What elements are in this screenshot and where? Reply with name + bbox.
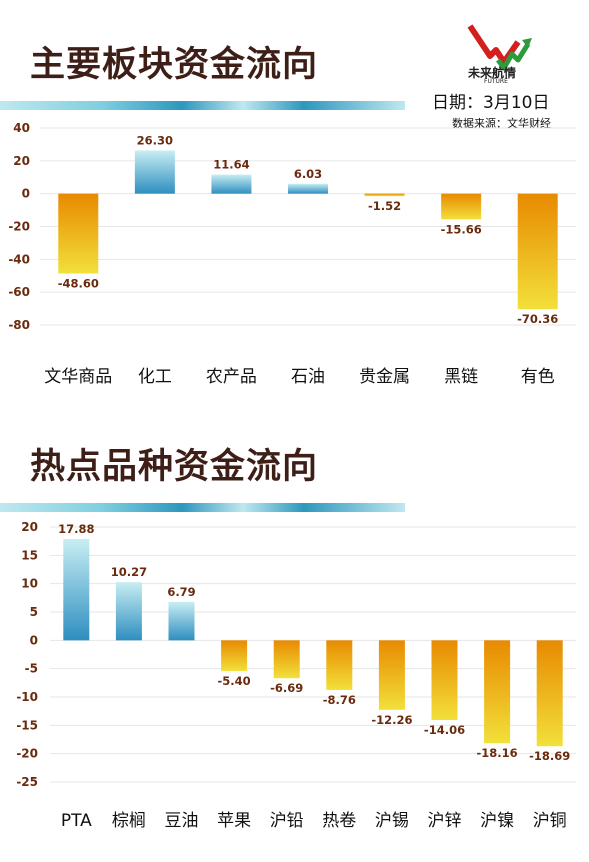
category-label: 农产品 — [206, 367, 257, 387]
chart-title: 主要板块资金流向 — [30, 45, 319, 85]
bar — [221, 640, 248, 671]
logo-arrow-icon — [467, 24, 532, 71]
category-label: 沪铅 — [270, 811, 304, 831]
category-label: 化工 — [138, 367, 172, 387]
category-label: 文华商品 — [44, 367, 112, 387]
category-label: 棕榈 — [112, 811, 146, 831]
title-stripe — [0, 503, 405, 512]
bar — [378, 640, 405, 710]
logo-text: 未来航情 — [468, 66, 517, 80]
y-tick-label: 20 — [13, 154, 30, 168]
category-label: 沪镍 — [480, 811, 514, 831]
date-label: 日期：3月10日 — [432, 93, 550, 113]
y-tick-label: -25 — [16, 775, 38, 789]
y-tick-label: -20 — [8, 220, 30, 234]
bar-value-label: 6.03 — [294, 167, 322, 181]
y-tick-label: -40 — [8, 252, 30, 266]
bar — [326, 640, 353, 690]
category-label: 石油 — [291, 367, 325, 387]
bar-value-label: -5.40 — [218, 674, 251, 688]
variety-bar-chart: 20 15 10 5 0 -5 -10 -15 -20 -25 17.88 PTA 10.27 棕榈 6.7… — [16, 520, 576, 831]
bar — [168, 601, 195, 641]
sector-flow-panel: 主要板块资金流向 未来航情 FUTURE 日期：3月10日 数据来源：文华财经 … — [0, 0, 589, 430]
bar — [134, 150, 175, 194]
chart-title: 热点品种资金流向 — [30, 447, 319, 487]
bar-value-label: -15.66 — [441, 222, 482, 236]
bar-value-label: -18.69 — [529, 749, 570, 763]
hot-variety-flow-panel: 热点品种资金流向 20 15 10 5 0 -5 -10 -15 -20 -25 17.88 PTA 1… — [0, 430, 589, 862]
y-tick-label: -15 — [16, 718, 38, 732]
y-tick-label: -5 — [25, 662, 38, 676]
bar-value-label: -6.69 — [270, 681, 303, 695]
y-tick-label: 10 — [21, 577, 38, 591]
bar — [58, 193, 99, 274]
y-tick-label: 5 — [30, 605, 38, 619]
y-tick-label: -80 — [8, 318, 30, 332]
y-tick-label: 0 — [22, 187, 30, 201]
category-label: 苹果 — [217, 811, 251, 831]
bar-value-label: 17.88 — [58, 522, 94, 536]
bar — [364, 193, 405, 197]
bar-value-label: -14.06 — [424, 723, 465, 737]
bar — [63, 539, 90, 641]
bar — [536, 640, 563, 747]
bar-value-label: 10.27 — [111, 565, 147, 579]
bar-value-label: -18.16 — [477, 746, 518, 760]
y-tick-label: 15 — [21, 548, 38, 562]
bar — [517, 193, 558, 310]
bar-value-label: -12.26 — [371, 713, 412, 727]
title-stripe — [0, 101, 405, 110]
sector-bar-chart: 40 20 0 -20 -40 -60 -80 -48.60 文华商品 26.30 化工 11.64 农… — [8, 121, 576, 387]
category-label: 热卷 — [322, 811, 356, 831]
category-label: 有色 — [521, 367, 555, 387]
bar-value-label: -8.76 — [323, 693, 356, 707]
bar-value-label: 26.30 — [137, 133, 173, 147]
category-label: 豆油 — [165, 811, 199, 831]
bar — [431, 640, 458, 721]
category-label: 沪锡 — [375, 811, 409, 831]
y-tick-label: -20 — [16, 747, 38, 761]
bar — [288, 183, 328, 194]
y-tick-label: 40 — [13, 121, 30, 135]
logo: 未来航情 FUTURE — [460, 20, 540, 86]
category-label: 黑链 — [444, 367, 478, 387]
category-label: 贵金属 — [359, 367, 410, 387]
category-label: 沪铜 — [533, 811, 567, 831]
category-label: PTA — [61, 811, 92, 831]
bar-value-label: 6.79 — [167, 585, 195, 599]
bar — [484, 640, 511, 744]
source-label: 数据来源：文华财经 — [452, 117, 551, 130]
category-label: 沪锌 — [428, 811, 462, 831]
bar — [441, 193, 482, 220]
bar — [273, 640, 300, 679]
bar — [115, 582, 142, 641]
y-tick-label: 20 — [21, 520, 38, 534]
y-tick-label: -60 — [8, 285, 30, 299]
bar-value-label: -48.60 — [58, 276, 99, 290]
y-tick-label: 0 — [30, 633, 38, 647]
bar-value-label: -70.36 — [517, 312, 558, 326]
bar-value-label: -1.52 — [368, 199, 401, 213]
bar-value-label: 11.64 — [213, 158, 249, 172]
logo-subtext: FUTURE — [484, 78, 508, 85]
y-tick-label: -10 — [16, 690, 38, 704]
bar — [211, 174, 252, 194]
